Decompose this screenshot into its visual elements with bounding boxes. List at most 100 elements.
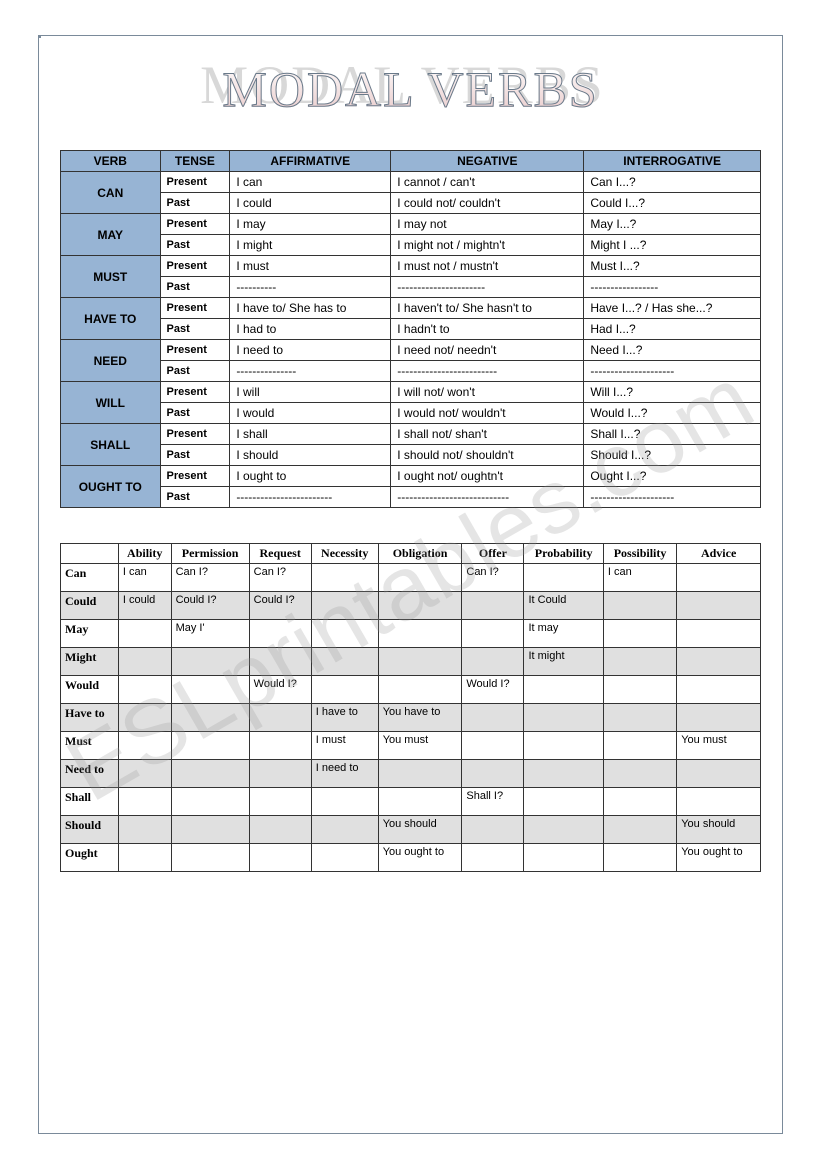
table-row: CanI canCan I?Can I?Can I?I can	[61, 564, 761, 592]
data-cell	[249, 788, 311, 816]
row-header: Shall	[61, 788, 119, 816]
data-cell	[462, 620, 524, 648]
data-cell	[311, 620, 378, 648]
table-row: HAVE TOPresentI have to/ She has toI hav…	[61, 298, 761, 319]
data-cell	[603, 816, 676, 844]
data-cell	[462, 704, 524, 732]
data-cell	[677, 620, 761, 648]
row-header: Could	[61, 592, 119, 620]
data-cell	[524, 704, 603, 732]
table-row: PastI mightI might not / mightn'tMight I…	[61, 235, 761, 256]
col-tense: TENSE	[160, 151, 230, 172]
data-cell	[311, 788, 378, 816]
data-cell: Shall I?	[462, 788, 524, 816]
data-cell	[378, 564, 462, 592]
table-row: Past------------------------------------…	[61, 487, 761, 508]
data-cell: Can I...?	[584, 172, 761, 193]
data-cell	[378, 676, 462, 704]
data-cell	[677, 760, 761, 788]
tense-cell: Present	[160, 424, 230, 445]
data-cell: Would I?	[249, 676, 311, 704]
data-cell: I might not / mightn't	[391, 235, 584, 256]
verb-cell: MAY	[61, 214, 161, 256]
data-cell: I need to	[230, 340, 391, 361]
table-row: MustI mustYou mustYou must	[61, 732, 761, 760]
tense-cell: Present	[160, 382, 230, 403]
data-cell	[677, 592, 761, 620]
col-affirmative: AFFIRMATIVE	[230, 151, 391, 172]
data-cell: I may	[230, 214, 391, 235]
tense-cell: Past	[160, 319, 230, 340]
col-negative: NEGATIVE	[391, 151, 584, 172]
col-header: Permission	[171, 544, 249, 564]
data-cell: May I'	[171, 620, 249, 648]
data-cell: I might	[230, 235, 391, 256]
modal-verbs-conjugation-table: VERB TENSE AFFIRMATIVE NEGATIVE INTERROG…	[60, 150, 761, 508]
data-cell	[462, 844, 524, 872]
data-cell	[677, 704, 761, 732]
data-cell: Must I...?	[584, 256, 761, 277]
data-cell	[118, 648, 171, 676]
table-row: PastI wouldI would not/ wouldn'tWould I.…	[61, 403, 761, 424]
data-cell: ---------------------	[584, 361, 761, 382]
table1-header-row: VERB TENSE AFFIRMATIVE NEGATIVE INTERROG…	[61, 151, 761, 172]
verb-cell: MUST	[61, 256, 161, 298]
data-cell: I ought not/ oughtn't	[391, 466, 584, 487]
data-cell: I can	[603, 564, 676, 592]
data-cell: Can I?	[462, 564, 524, 592]
data-cell: I shall	[230, 424, 391, 445]
data-cell: Would I...?	[584, 403, 761, 424]
data-cell	[677, 676, 761, 704]
data-cell	[524, 676, 603, 704]
data-cell	[677, 648, 761, 676]
table-row: Need toI need to	[61, 760, 761, 788]
data-cell	[249, 620, 311, 648]
data-cell	[462, 648, 524, 676]
data-cell: Could I...?	[584, 193, 761, 214]
data-cell: Could I?	[249, 592, 311, 620]
data-cell: I can	[118, 564, 171, 592]
data-cell	[462, 732, 524, 760]
data-cell	[171, 760, 249, 788]
data-cell: You ought to	[378, 844, 462, 872]
data-cell: ----------------------------	[391, 487, 584, 508]
page: MODAL VERBS MODAL VERBS VERB TENSE AFFIR…	[0, 0, 821, 1169]
data-cell: You should	[677, 816, 761, 844]
table2-header-row: AbilityPermissionRequestNecessityObligat…	[61, 544, 761, 564]
table-row: Have toI have toYou have to	[61, 704, 761, 732]
data-cell: I have to	[311, 704, 378, 732]
verb-cell: CAN	[61, 172, 161, 214]
data-cell	[462, 592, 524, 620]
table-row: PastI shouldI should not/ shouldn'tShoul…	[61, 445, 761, 466]
data-cell	[603, 620, 676, 648]
row-header: Would	[61, 676, 119, 704]
data-cell	[171, 648, 249, 676]
data-cell	[378, 592, 462, 620]
data-cell	[603, 592, 676, 620]
table-row: OughtYou ought toYou ought to	[61, 844, 761, 872]
data-cell	[378, 648, 462, 676]
data-cell: I had to	[230, 319, 391, 340]
data-cell: I will not/ won't	[391, 382, 584, 403]
table-row: WouldWould I?Would I?	[61, 676, 761, 704]
data-cell: I ought to	[230, 466, 391, 487]
row-header: May	[61, 620, 119, 648]
data-cell	[311, 564, 378, 592]
table-row: PastI had toI hadn't toHad I...?	[61, 319, 761, 340]
data-cell: You ought to	[677, 844, 761, 872]
data-cell: ---------------------	[584, 487, 761, 508]
data-cell: You must	[677, 732, 761, 760]
verb-cell: HAVE TO	[61, 298, 161, 340]
tense-cell: Past	[160, 445, 230, 466]
data-cell	[249, 648, 311, 676]
verb-cell: NEED	[61, 340, 161, 382]
col-header: Advice	[677, 544, 761, 564]
data-cell	[118, 816, 171, 844]
data-cell: Had I...?	[584, 319, 761, 340]
data-cell	[249, 816, 311, 844]
data-cell	[524, 816, 603, 844]
data-cell	[677, 788, 761, 816]
data-cell: I can	[230, 172, 391, 193]
tense-cell: Present	[160, 214, 230, 235]
table-row: PastI couldI could not/ couldn'tCould I.…	[61, 193, 761, 214]
